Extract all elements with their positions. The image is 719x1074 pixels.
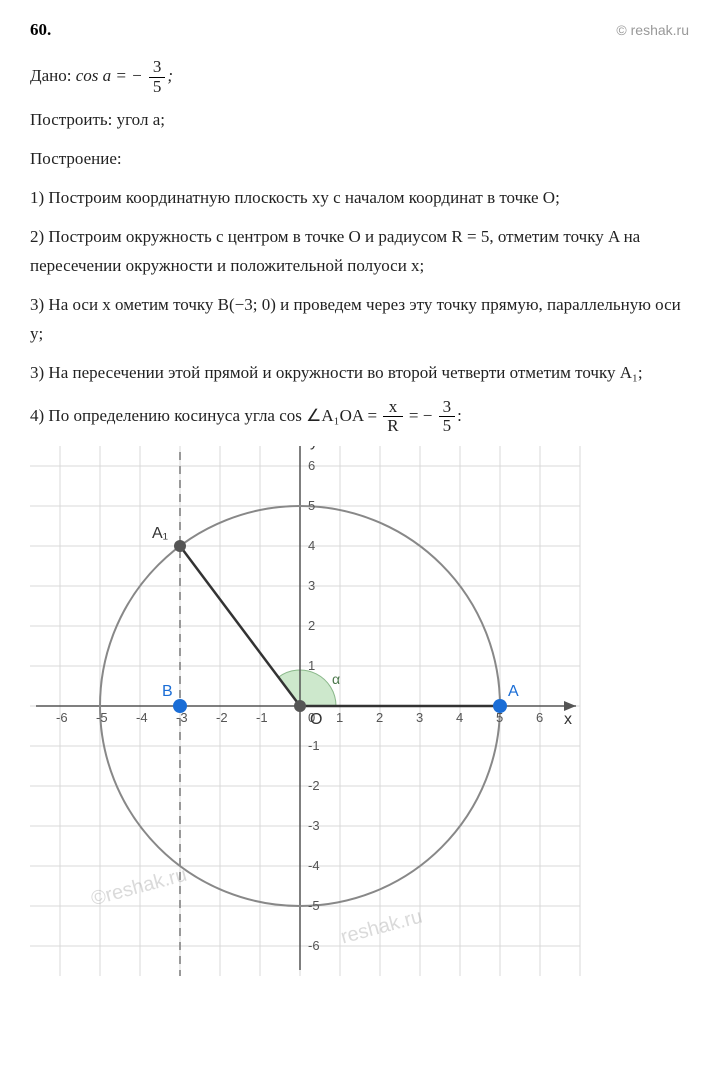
frac-den: R xyxy=(383,417,402,436)
step-3a: 3) На оси x ометим точку B(−3; 0) и пров… xyxy=(30,291,689,349)
svg-text:A₁: A₁ xyxy=(152,525,168,542)
svg-text:1: 1 xyxy=(308,658,315,673)
svg-text:2: 2 xyxy=(376,710,383,725)
given-expr: cos a = − xyxy=(76,66,143,85)
step-1-text: 1) Построим координатную плоскость xy с … xyxy=(30,188,560,207)
given-prefix: Дано: xyxy=(30,66,76,85)
svg-text:6: 6 xyxy=(536,710,543,725)
step-1: 1) Построим координатную плоскость xy с … xyxy=(30,184,689,213)
given-suffix: ; xyxy=(167,66,173,85)
svg-text:4: 4 xyxy=(308,538,315,553)
frac-num: 3 xyxy=(149,58,166,78)
frac-num: x xyxy=(383,398,402,418)
construct-text: Построить: угол a; xyxy=(30,110,165,129)
svg-text:-2: -2 xyxy=(216,710,228,725)
svg-text:2: 2 xyxy=(308,618,315,633)
step-2: 2) Построим окружность с центром в точке… xyxy=(30,223,689,281)
step-3b-text: 3) На пересечении этой прямой и окружнос… xyxy=(30,363,643,382)
given-fraction: 3 5 xyxy=(149,58,166,96)
svg-text:-1: -1 xyxy=(308,738,320,753)
svg-text:-4: -4 xyxy=(136,710,148,725)
header-row: 60. © reshak.ru xyxy=(30,20,689,40)
step-3a-text: 3) На оси x ометим точку B(−3; 0) и пров… xyxy=(30,295,681,343)
svg-text:B: B xyxy=(162,683,173,700)
construction-header: Построение: xyxy=(30,145,689,174)
svg-text:6: 6 xyxy=(308,458,315,473)
svg-text:1: 1 xyxy=(336,710,343,725)
diagram-svg: -6-5-4-3-2-10123456-6-5-4-3-2-1123456xyα… xyxy=(30,446,590,976)
svg-text:-1: -1 xyxy=(256,710,268,725)
svg-text:4: 4 xyxy=(456,710,463,725)
svg-text:α: α xyxy=(332,671,340,687)
frac-den: 5 xyxy=(439,417,456,436)
svg-text:3: 3 xyxy=(308,578,315,593)
coordinate-diagram: -6-5-4-3-2-10123456-6-5-4-3-2-1123456xyα… xyxy=(30,446,590,976)
given-line: Дано: cos a = − 3 5 ; xyxy=(30,58,689,96)
svg-text:-2: -2 xyxy=(308,778,320,793)
step-4-suffix: : xyxy=(457,406,462,425)
svg-text:-6: -6 xyxy=(56,710,68,725)
svg-text:5: 5 xyxy=(308,498,315,513)
source-link: © reshak.ru xyxy=(616,22,689,38)
step-3b: 3) На пересечении этой прямой и окружнос… xyxy=(30,359,689,388)
step4-frac2: 3 5 xyxy=(439,398,456,436)
svg-text:-4: -4 xyxy=(308,858,320,873)
svg-text:3: 3 xyxy=(416,710,423,725)
problem-number: 60. xyxy=(30,20,51,40)
svg-text:y: y xyxy=(310,446,318,450)
step-4-prefix: 4) По определению косинуса угла cos ∠A₁O… xyxy=(30,406,381,425)
step-4-mid: = − xyxy=(409,406,432,425)
svg-text:-3: -3 xyxy=(308,818,320,833)
svg-text:-5: -5 xyxy=(308,898,320,913)
step4-frac1: x R xyxy=(383,398,402,436)
step-4: 4) По определению косинуса угла cos ∠A₁O… xyxy=(30,398,689,436)
svg-text:-5: -5 xyxy=(96,710,108,725)
svg-text:O: O xyxy=(310,711,322,728)
construct-line: Построить: угол a; xyxy=(30,106,689,135)
construction-header-text: Построение: xyxy=(30,149,122,168)
step-2-text: 2) Построим окружность с центром в точке… xyxy=(30,227,640,275)
svg-text:x: x xyxy=(564,711,572,728)
svg-text:-6: -6 xyxy=(308,938,320,953)
svg-text:A: A xyxy=(508,683,519,700)
frac-den: 5 xyxy=(149,78,166,97)
frac-num: 3 xyxy=(439,398,456,418)
